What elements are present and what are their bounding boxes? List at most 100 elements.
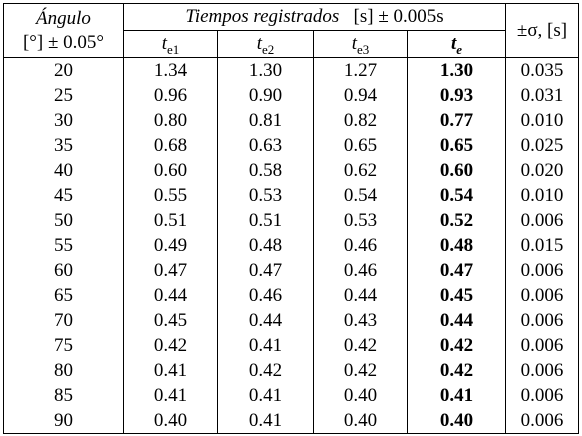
table-row: 35 0.68 0.63 0.65 0.65 0.025	[3, 133, 579, 158]
table-cell: 0.42	[313, 358, 408, 383]
table-cell: 0.015	[505, 233, 579, 258]
column-subscript: e2	[262, 41, 275, 57]
table-cell: 0.006	[505, 408, 579, 434]
table-cell: 0.031	[505, 83, 579, 108]
table-cell: 40	[3, 158, 124, 183]
table-cell: 0.96	[123, 83, 218, 108]
table-cell: 0.46	[313, 258, 408, 283]
table-row: 85 0.41 0.41 0.40 0.41 0.006	[3, 383, 579, 408]
table-cell: 0.40	[313, 383, 408, 408]
table-cell: 0.020	[505, 158, 579, 183]
table-cell: 0.55	[123, 183, 218, 208]
column-symbol: t	[351, 33, 357, 54]
data-table: Ángulo [°] ± 0.05° Tiempos registrados […	[3, 3, 579, 434]
table-cell: 0.006	[505, 208, 579, 233]
table-row: 50 0.51 0.51 0.53 0.52 0.006	[3, 208, 579, 233]
table-cell: 0.47	[407, 258, 506, 283]
table-cell: 0.42	[313, 333, 408, 358]
table-cell: 0.010	[505, 108, 579, 133]
table-cell: 65	[3, 283, 124, 308]
table-cell: 0.51	[123, 208, 218, 233]
table-cell: 0.65	[407, 133, 506, 158]
angle-header: Ángulo [°] ± 0.05°	[3, 3, 124, 58]
table-cell: 0.006	[505, 308, 579, 333]
times-title: Tiempos registrados	[185, 6, 340, 27]
table-cell: 20	[3, 57, 124, 83]
table-cell: 0.010	[505, 183, 579, 208]
column-header: te	[407, 30, 506, 58]
table-cell: 0.44	[217, 308, 314, 333]
table-cell: 0.41	[123, 383, 218, 408]
table-cell: 0.44	[313, 283, 408, 308]
table-row: 40 0.60 0.58 0.62 0.60 0.020	[3, 158, 579, 183]
column-symbol: t	[450, 33, 457, 54]
table-header: Ángulo [°] ± 0.05° Tiempos registrados […	[3, 3, 579, 58]
table-cell: 0.006	[505, 383, 579, 408]
table-cell: 0.52	[407, 208, 506, 233]
table-cell: 0.60	[407, 158, 506, 183]
table-row: 45 0.55 0.53 0.54 0.54 0.010	[3, 183, 579, 208]
column-symbol: t	[161, 33, 167, 54]
table-cell: 0.51	[217, 208, 314, 233]
table-cell: 0.40	[313, 408, 408, 434]
angle-unit: [°] ± 0.05°	[22, 31, 105, 53]
table-cell: 0.45	[407, 283, 506, 308]
table-row: 60 0.47 0.47 0.46 0.47 0.006	[3, 258, 579, 283]
table-row: 30 0.80 0.81 0.82 0.77 0.010	[3, 108, 579, 133]
table-row: 90 0.40 0.41 0.40 0.40 0.006	[3, 408, 579, 434]
table-cell: 0.42	[217, 358, 314, 383]
table-cell: 0.025	[505, 133, 579, 158]
table-cell: 30	[3, 108, 124, 133]
table-cell: 0.63	[217, 133, 314, 158]
table-cell: 0.41	[123, 358, 218, 383]
sigma-header: ±σ, [s]	[505, 3, 579, 58]
table-cell: 0.006	[505, 333, 579, 358]
table-cell: 0.54	[407, 183, 506, 208]
table-cell: 0.44	[123, 283, 218, 308]
table-cell: 0.53	[313, 208, 408, 233]
table-cell: 0.60	[123, 158, 218, 183]
table-cell: 0.42	[407, 358, 506, 383]
table-cell: 0.48	[217, 233, 314, 258]
table-cell: 0.44	[407, 308, 506, 333]
column-header: te1	[123, 30, 218, 58]
table-row: 55 0.49 0.48 0.46 0.48 0.015	[3, 233, 579, 258]
table-cell: 0.006	[505, 283, 579, 308]
table-cell: 0.47	[217, 258, 314, 283]
table-cell: 50	[3, 208, 124, 233]
table-cell: 0.82	[313, 108, 408, 133]
table-cell: 0.93	[407, 83, 506, 108]
table-cell: 0.62	[313, 158, 408, 183]
table-cell: 0.006	[505, 258, 579, 283]
angle-title: Ángulo	[36, 7, 91, 29]
column-subscript: e	[456, 41, 463, 57]
table-cell: 0.46	[217, 283, 314, 308]
table-cell: 0.41	[217, 408, 314, 434]
table-row: 70 0.45 0.44 0.43 0.44 0.006	[3, 308, 579, 333]
table-cell: 0.41	[407, 383, 506, 408]
table-cell: 60	[3, 258, 124, 283]
table-cell: 0.49	[123, 233, 218, 258]
table-cell: 90	[3, 408, 124, 434]
table-cell: 85	[3, 383, 124, 408]
table-cell: 0.006	[505, 358, 579, 383]
table-cell: 0.53	[217, 183, 314, 208]
table-cell: 55	[3, 233, 124, 258]
table-cell: 70	[3, 308, 124, 333]
table-cell: 25	[3, 83, 124, 108]
table-cell: 0.77	[407, 108, 506, 133]
table-cell: 80	[3, 358, 124, 383]
table-cell: 45	[3, 183, 124, 208]
table-cell: 0.54	[313, 183, 408, 208]
table-cell: 0.90	[217, 83, 314, 108]
column-header: te2	[217, 30, 314, 58]
table-cell: 0.94	[313, 83, 408, 108]
table-row: 65 0.44 0.46 0.44 0.45 0.006	[3, 283, 579, 308]
table-body: 20 1.34 1.30 1.27 1.30 0.035 25 0.96 0.90 0.94 0.9…	[3, 57, 579, 434]
column-header: te3	[313, 30, 408, 58]
table-cell: 1.34	[123, 57, 218, 83]
column-subscript: e3	[357, 41, 370, 57]
table-cell: 0.46	[313, 233, 408, 258]
table-cell: 0.47	[123, 258, 218, 283]
